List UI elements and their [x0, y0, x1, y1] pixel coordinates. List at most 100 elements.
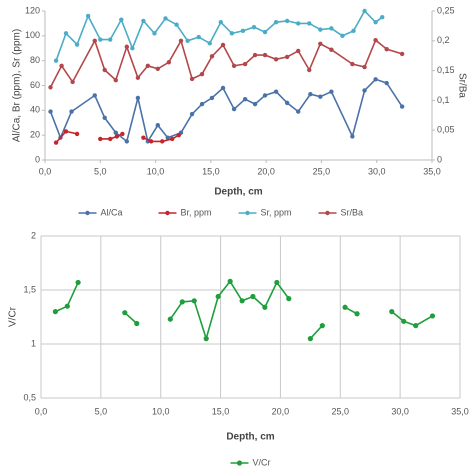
- point: [318, 41, 323, 46]
- legend-label: Al/Ca: [101, 207, 123, 217]
- point: [155, 123, 160, 128]
- point: [354, 311, 360, 317]
- y-tick-label: 0,5: [23, 392, 36, 402]
- point: [229, 31, 235, 36]
- point: [284, 100, 290, 106]
- point: [69, 109, 74, 114]
- x-tick-label: 10,0: [152, 406, 170, 416]
- point: [286, 296, 292, 302]
- point: [92, 93, 97, 98]
- point: [318, 94, 323, 99]
- point: [196, 34, 201, 40]
- point: [130, 46, 135, 51]
- x-tick-label: 15,0: [212, 406, 230, 416]
- point: [141, 135, 146, 140]
- point: [218, 19, 224, 25]
- point: [250, 293, 256, 300]
- y-axis-label: V/Cr: [8, 306, 19, 327]
- legend-marker: [325, 210, 330, 216]
- point: [124, 44, 130, 49]
- point: [174, 22, 179, 27]
- point: [227, 278, 233, 284]
- point: [329, 47, 334, 52]
- point: [220, 42, 226, 48]
- point: [59, 63, 64, 69]
- point: [63, 129, 69, 134]
- point: [429, 313, 436, 319]
- point: [262, 52, 268, 58]
- x-tick-label: 10,0: [147, 166, 165, 176]
- series-line: [49, 38, 403, 88]
- point: [189, 76, 195, 82]
- point: [351, 28, 356, 34]
- point: [145, 63, 151, 69]
- y-tick-label: 0: [35, 154, 40, 164]
- x-tick-label: 20,0: [257, 166, 275, 176]
- point: [108, 136, 113, 142]
- x-tick-label: 0,0: [35, 406, 48, 416]
- x-tick-label: 35,0: [423, 166, 441, 176]
- x-axis-label: Depth, cm: [226, 432, 274, 443]
- x-tick-label: 35,0: [451, 406, 469, 416]
- point: [53, 140, 59, 145]
- point: [296, 109, 301, 114]
- point: [307, 21, 312, 26]
- y2-tick-label: 0,05: [437, 125, 455, 135]
- point: [48, 85, 53, 90]
- point: [70, 79, 75, 85]
- point: [108, 37, 113, 42]
- point: [52, 309, 58, 315]
- y-tick-label: 2: [31, 230, 36, 240]
- point: [380, 15, 385, 20]
- point: [113, 130, 118, 135]
- y-tick-label: 20: [30, 130, 40, 140]
- point: [119, 17, 124, 22]
- point: [85, 13, 91, 19]
- y-tick-label: 80: [30, 55, 40, 65]
- point: [239, 298, 245, 304]
- point: [53, 58, 59, 63]
- x-tick-label: 0,0: [39, 166, 52, 176]
- point: [209, 54, 215, 59]
- point: [231, 63, 237, 69]
- point: [122, 310, 128, 316]
- point: [362, 8, 367, 14]
- y-tick-label: 40: [30, 105, 40, 115]
- x-tick-label: 15,0: [202, 166, 220, 176]
- x-axis-label: Depth, cm: [214, 187, 262, 198]
- point: [74, 42, 80, 47]
- point: [242, 96, 248, 102]
- point: [207, 41, 212, 46]
- point: [199, 71, 205, 77]
- point: [252, 52, 258, 58]
- point: [98, 37, 103, 42]
- y-tick-label: 60: [30, 80, 40, 90]
- point: [102, 67, 107, 73]
- legend-label: Sr/Ba: [341, 207, 364, 217]
- point: [252, 101, 258, 107]
- point: [120, 131, 125, 137]
- point: [63, 31, 69, 36]
- point: [284, 54, 290, 60]
- series-line: [55, 9, 383, 61]
- point: [148, 139, 154, 144]
- point: [215, 293, 221, 300]
- point: [274, 279, 280, 286]
- point: [185, 38, 190, 43]
- point: [135, 95, 141, 101]
- y2-tick-label: 0: [437, 154, 442, 164]
- point: [273, 57, 279, 62]
- y-tick-label: 100: [25, 30, 40, 40]
- point: [74, 131, 80, 137]
- point: [240, 28, 246, 34]
- point: [329, 26, 334, 31]
- point: [178, 38, 184, 43]
- point: [329, 89, 334, 94]
- series-line: [49, 78, 403, 144]
- y2-tick-label: 0,1: [437, 95, 450, 105]
- point: [48, 109, 53, 114]
- point: [64, 303, 70, 309]
- point: [362, 64, 367, 70]
- point: [350, 61, 355, 67]
